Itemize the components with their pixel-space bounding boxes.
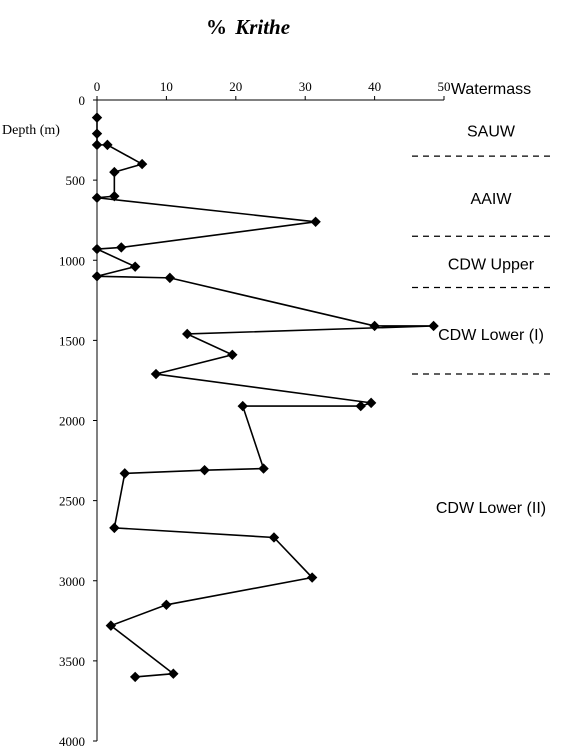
y-tick-label: 3000 — [59, 574, 85, 589]
data-point-diamond — [161, 599, 172, 610]
data-point-diamond — [102, 139, 113, 151]
series-markers — [91, 112, 439, 683]
x-tick-label: 50 — [438, 79, 451, 94]
watermass-boundaries — [412, 155, 554, 375]
data-point-diamond — [199, 464, 210, 476]
data-point-diamond — [164, 272, 176, 284]
x-tick-label: 0 — [94, 79, 101, 94]
y-axis-ticks: 0 500 1000 1500 2000 2500 3000 3500 4000 — [59, 93, 97, 747]
data-point-diamond — [116, 242, 127, 253]
data-point-diamond — [258, 463, 269, 474]
data-point-diamond — [150, 368, 162, 380]
chart-title-italic: Krithe — [234, 15, 290, 39]
data-point-diamond — [109, 190, 120, 202]
data-point-diamond — [168, 668, 179, 679]
data-point-diamond — [91, 243, 103, 255]
y-tick-label: 500 — [66, 173, 86, 188]
data-point-diamond — [129, 671, 141, 683]
y-tick-label: 1500 — [59, 333, 85, 348]
data-point-diamond — [109, 522, 120, 534]
series-line — [96, 117, 434, 678]
watermass-label: SAUW — [467, 123, 516, 140]
data-point-diamond — [91, 112, 103, 123]
y-axis-label: Depth (m) — [2, 123, 60, 138]
chart-title-prefix: % — [206, 15, 227, 39]
x-tick-label: 40 — [368, 79, 381, 94]
chart-title: % Krithe — [206, 15, 290, 39]
data-point-diamond — [91, 271, 103, 282]
data-point-diamond — [355, 400, 366, 412]
y-tick-label: 1000 — [59, 253, 85, 268]
watermass-label: CDW Lower (II) — [436, 500, 546, 517]
watermass-header: Watermass — [451, 81, 531, 98]
data-point-diamond — [91, 139, 103, 151]
data-point-diamond — [182, 328, 193, 340]
axes — [96, 99, 444, 741]
data-point-diamond — [227, 349, 238, 360]
data-point-diamond — [119, 468, 130, 479]
data-point-diamond — [91, 192, 103, 203]
x-axis-ticks: 0 10 20 30 40 50 — [94, 79, 451, 100]
watermass-label: CDW Lower (I) — [438, 327, 544, 344]
watermass-labels: SAUW AAIW CDW Upper CDW Lower (I) CDW Lower … — [436, 123, 546, 517]
data-point-diamond — [306, 572, 318, 583]
x-tick-label: 30 — [299, 79, 312, 94]
data-point-diamond — [268, 532, 280, 543]
data-point-diamond — [428, 320, 439, 332]
y-tick-label: 4000 — [59, 734, 85, 747]
x-tick-label: 20 — [229, 79, 242, 94]
y-tick-label: 2000 — [59, 414, 85, 429]
y-tick-label: 3500 — [59, 654, 85, 669]
data-point-diamond — [91, 128, 103, 139]
data-point-diamond — [129, 261, 141, 272]
data-point-diamond — [105, 620, 117, 631]
data-point-diamond — [109, 166, 120, 178]
y-tick-label: 2500 — [59, 494, 85, 509]
data-point-diamond — [136, 158, 148, 170]
y-tick-label: 0 — [79, 93, 86, 108]
data-point-diamond — [237, 400, 248, 412]
data-point-diamond — [369, 320, 380, 332]
watermass-label: AAIW — [471, 191, 513, 208]
data-point-diamond — [365, 397, 377, 409]
data-point-diamond — [310, 216, 321, 227]
x-tick-label: 10 — [160, 79, 173, 94]
watermass-label: CDW Upper — [448, 256, 535, 273]
